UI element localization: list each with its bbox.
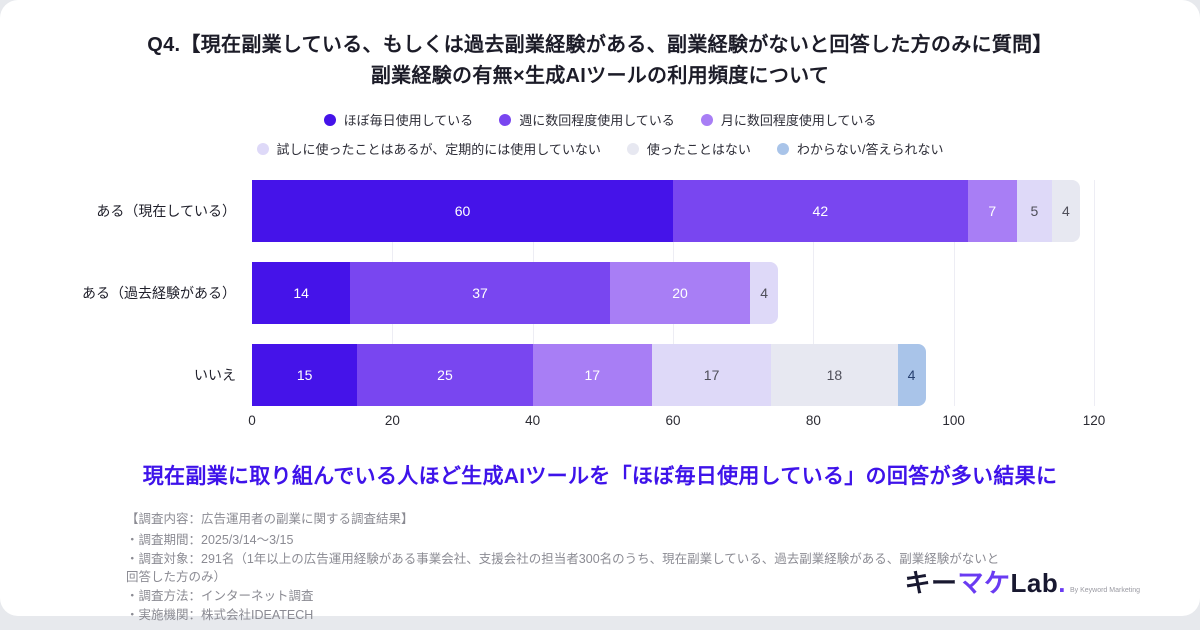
bar-segment: 17 bbox=[651, 344, 772, 406]
x-tick-label: 100 bbox=[942, 413, 965, 428]
bar-segment: 18 bbox=[771, 344, 898, 406]
chart-row: ある（過去経験がある） 14 37 20 4 bbox=[0, 262, 1094, 324]
brand-logo-part3: Lab bbox=[1010, 568, 1059, 598]
bar-value: 18 bbox=[826, 367, 843, 383]
bar-value: 60 bbox=[454, 203, 471, 219]
x-tick-label: 0 bbox=[248, 413, 256, 428]
legend-dot bbox=[256, 142, 269, 155]
brand-logo-byline: By Keyword Marketing bbox=[1069, 587, 1140, 594]
key-finding-text: 現在副業に取り組んでいる人ほど生成AIツールを「ほぼ毎日使用している」の回答が多… bbox=[142, 465, 1058, 488]
bar-value: 5 bbox=[1030, 203, 1039, 219]
category-label: ある（過去経験がある） bbox=[82, 285, 236, 301]
legend-item: 使ったことはない bbox=[626, 139, 751, 158]
x-tick-label: 120 bbox=[1082, 413, 1106, 428]
legend-item: 月に数回程度使用している bbox=[700, 110, 877, 129]
legend-item: ほぼ毎日使用している bbox=[323, 110, 474, 129]
legend-item: 週に数回程度使用している bbox=[499, 110, 675, 129]
stacked-bar-chart: ある（現在している） 60 42 7 5 4 ある（過去経験がある） 14 37 20 4 いいえ 15… bbox=[0, 180, 1200, 434]
bar-value: 7 bbox=[988, 203, 997, 219]
x-tick-label: 60 bbox=[665, 413, 681, 428]
legend-label: わからない/答えられない bbox=[796, 142, 944, 157]
bar-segment: 20 bbox=[609, 262, 751, 324]
bar-segment: 14 bbox=[252, 262, 351, 324]
bar-value: 20 bbox=[672, 285, 688, 301]
legend-item: 試しに使ったことはあるが、定期的には使用していない bbox=[256, 139, 601, 158]
bar-segment: 5 bbox=[1016, 180, 1052, 242]
bar-value: 4 bbox=[907, 367, 916, 383]
legend-label: ほぼ毎日使用している bbox=[343, 113, 474, 128]
bar-track: 15 25 17 17 18 4 bbox=[252, 344, 1094, 406]
survey-notes-heading: 【調査内容：広告運用者の副業に関する調査結果】 bbox=[126, 512, 414, 526]
bar-segment: 4 bbox=[1051, 180, 1080, 242]
legend-dot bbox=[700, 113, 713, 126]
bar-value: 4 bbox=[760, 285, 769, 301]
x-tick-label: 80 bbox=[805, 413, 821, 428]
legend-item: わからない/答えられない bbox=[776, 139, 944, 158]
gridline bbox=[953, 180, 955, 406]
bar-segment: 4 bbox=[750, 262, 779, 324]
bar-value: 25 bbox=[437, 367, 453, 383]
category-label: いいえ bbox=[194, 367, 236, 383]
x-axis: 0 20 40 60 80 100 120 bbox=[248, 410, 1105, 434]
bar-value: 4 bbox=[1062, 203, 1070, 219]
legend-label: 試しに使ったことはあるが、定期的には使用していない bbox=[276, 142, 601, 157]
chart-row: ある（現在している） 60 42 7 5 4 bbox=[0, 180, 1094, 242]
legend-dot bbox=[499, 113, 512, 126]
bar-track: 60 42 7 5 4 bbox=[252, 180, 1094, 242]
gridline bbox=[1094, 180, 1095, 406]
bar-value: 37 bbox=[472, 285, 488, 301]
survey-note: ・調査方法：インターネット調査 bbox=[126, 589, 314, 603]
brand-logo-part2: マケ bbox=[957, 568, 1011, 598]
legend-label: 週に数回程度使用している bbox=[519, 113, 675, 128]
bar-segment: 37 bbox=[350, 262, 610, 324]
bar-value: 42 bbox=[812, 203, 829, 219]
chart-title-line2: 副業経験の有無×生成AIツールの利用頻度について bbox=[370, 65, 830, 87]
chart-rows: ある（現在している） 60 42 7 5 4 ある（過去経験がある） 14 37 20 4 いいえ 15… bbox=[0, 180, 1094, 406]
brand-logo: キーマケLab. By Keyword Marketing bbox=[904, 563, 1140, 600]
chart-row: いいえ 15 25 17 17 18 4 bbox=[0, 344, 1094, 406]
bar-value: 14 bbox=[293, 285, 309, 301]
gridline bbox=[813, 180, 815, 406]
legend-dot bbox=[323, 113, 336, 126]
x-tick-label: 40 bbox=[525, 413, 541, 428]
bar-segment: 17 bbox=[532, 344, 652, 406]
bar-segment: 4 bbox=[897, 344, 926, 406]
survey-notes-items: ・調査期間：2025/3/14〜3/15 ・調査対象：291名（1年以上の広告運用… bbox=[126, 531, 1000, 625]
brand-logo-text: キーマケLab. bbox=[904, 563, 1066, 600]
bar-segment: 60 bbox=[252, 180, 673, 242]
bar-segment: 42 bbox=[673, 180, 968, 242]
chart-title: Q4.【現在副業している、もしくは過去副業経験がある、副業経験がないと回答した方… bbox=[0, 0, 1200, 92]
category-label: ある（現在している） bbox=[96, 203, 236, 219]
bar-value: 15 bbox=[296, 367, 313, 383]
bar-segment: 25 bbox=[357, 344, 533, 406]
legend-label: 月に数回程度使用している bbox=[720, 113, 877, 128]
chart-title-line1: Q4.【現在副業している、もしくは過去副業経験がある、副業経験がないと回答した方… bbox=[147, 34, 1053, 56]
bar-value: 17 bbox=[584, 367, 601, 383]
brand-logo-part4: . bbox=[1058, 568, 1066, 598]
x-tick-label: 20 bbox=[384, 413, 400, 428]
survey-notes: 【調査内容：広告運用者の副業に関する調査結果】 ・調査期間：2025/3/14〜… bbox=[0, 510, 1200, 625]
survey-note: ・調査期間：2025/3/14〜3/15 bbox=[126, 532, 294, 547]
bar-segment: 15 bbox=[252, 344, 358, 406]
legend-dot bbox=[776, 142, 789, 155]
brand-logo-part1: キー bbox=[904, 568, 958, 598]
legend-row-2: 試しに使ったことはあるが、定期的には使用していない 使ったことはない わからない/答… bbox=[256, 139, 944, 158]
bar-track: 14 37 20 4 bbox=[252, 262, 1094, 324]
legend-row-1: ほぼ毎日使用している 週に数回程度使用している 月に数回程度使用している bbox=[323, 110, 877, 129]
legend-dot bbox=[626, 142, 639, 155]
survey-note: ・調査対象：291名（1年以上の広告運用経験がある事業会社、支援会社の担当者30… bbox=[126, 551, 1000, 585]
legend: ほぼ毎日使用している 週に数回程度使用している 月に数回程度使用している 試しに使っ… bbox=[0, 110, 1200, 158]
survey-note: ・実施機関：株式会社IDEATECH bbox=[126, 607, 314, 622]
legend-label: 使ったことはない bbox=[646, 142, 751, 157]
bar-value: 17 bbox=[703, 367, 720, 383]
bar-segment: 7 bbox=[967, 180, 1017, 242]
